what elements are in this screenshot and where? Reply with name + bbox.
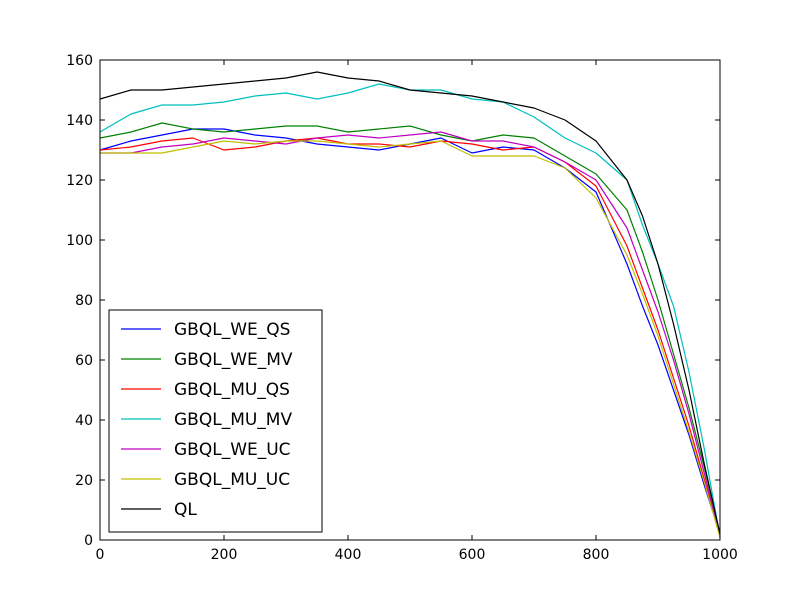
legend-label: GBQL_MU_UC [174, 470, 290, 490]
y-tick-label: 60 [75, 353, 93, 369]
series-line-ql [99, 71, 721, 535]
series-line-gbql-we-uc [100, 131, 721, 538]
legend-label: QL [174, 500, 197, 520]
legend-label: GBQL_WE_UC [174, 440, 291, 460]
y-tick-label: 100 [66, 233, 93, 249]
x-axis-ticks: 0 200 400 600 800 1000 [96, 60, 738, 563]
y-tick-label: 40 [75, 413, 93, 429]
plot-lines [99, 71, 721, 538]
x-tick-label: 800 [583, 547, 610, 563]
series-line-gbql-mu-qs [99, 137, 721, 538]
y-tick-label: 80 [75, 293, 93, 309]
legend-label: GBQL_MU_MV [174, 410, 292, 430]
y-axis-ticks: 0 20 40 60 80 100 120 140 160 [66, 53, 720, 549]
y-tick-label: 0 [84, 533, 93, 549]
y-tick-label: 20 [75, 473, 93, 489]
legend-label: GBQL_WE_QS [174, 320, 290, 340]
x-tick-label: 200 [211, 547, 238, 563]
series-line-gbql-mu-uc [100, 140, 721, 538]
legend-box [108, 309, 323, 533]
x-tick-label: 0 [96, 547, 105, 563]
y-tick-label: 120 [66, 173, 93, 189]
x-tick-label: 1000 [702, 547, 738, 563]
series-line-gbql-we-mv [99, 122, 721, 535]
x-tick-label: 600 [459, 547, 486, 563]
legend: GBQL_WE_QS GBQL_WE_MV GBQL_MU_QS GBQL_MU_MV… [108, 309, 323, 533]
legend-label: GBQL_MU_QS [174, 380, 290, 400]
y-tick-label: 140 [66, 113, 93, 129]
series-line-gbql-we-qs [99, 128, 721, 535]
x-tick-label: 400 [335, 547, 362, 563]
legend-label: GBQL_WE_MV [174, 350, 293, 370]
y-tick-label: 160 [66, 53, 93, 69]
